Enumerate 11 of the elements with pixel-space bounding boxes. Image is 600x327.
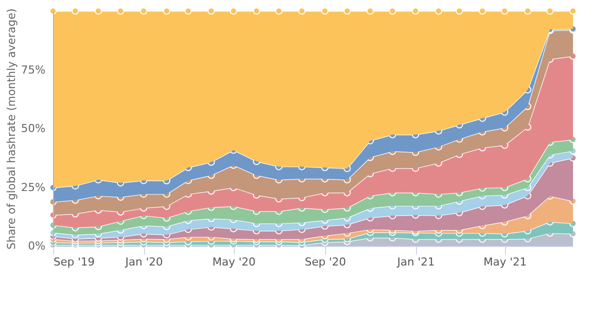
y-tick-label: 75% (21, 63, 46, 76)
x-tick-label: May '21 (484, 256, 527, 268)
x-tick-label: Sep '20 (304, 256, 346, 268)
y-tick-label: 0% (28, 240, 46, 252)
x-tick-label: Jan '21 (396, 256, 435, 268)
x-tick-label: Jan '20 (124, 256, 163, 268)
y-axis-title: Share of global hashrate (monthly average) (5, 8, 18, 250)
y-tick-label: 50% (21, 122, 46, 135)
y-tick-label: 25% (21, 180, 46, 194)
x-tick-label: Sep '19 (54, 256, 95, 268)
x-tick-label: May '20 (212, 256, 256, 268)
